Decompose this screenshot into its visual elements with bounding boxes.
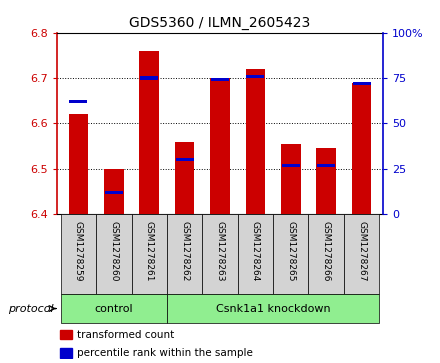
Bar <box>176 158 194 162</box>
Text: protocol: protocol <box>8 303 54 314</box>
Bar <box>211 78 229 82</box>
Bar <box>175 142 194 214</box>
Bar <box>246 75 264 78</box>
Text: Csnk1a1 knockdown: Csnk1a1 knockdown <box>216 303 330 314</box>
Bar <box>238 214 273 294</box>
Bar <box>316 148 336 214</box>
Bar <box>281 144 301 214</box>
Bar <box>70 100 88 103</box>
Bar <box>132 214 167 294</box>
Bar <box>273 214 308 294</box>
Bar <box>282 164 300 167</box>
Bar <box>61 214 96 294</box>
Bar <box>352 82 370 85</box>
Bar <box>210 78 230 214</box>
Text: GSM1278262: GSM1278262 <box>180 221 189 281</box>
Bar <box>344 214 379 294</box>
Bar <box>167 294 379 323</box>
Text: GSM1278259: GSM1278259 <box>74 221 83 281</box>
Bar <box>61 294 167 323</box>
Bar <box>140 76 158 79</box>
Bar <box>139 51 159 214</box>
Bar <box>105 191 123 194</box>
Text: GSM1278266: GSM1278266 <box>322 221 331 281</box>
Text: GSM1278260: GSM1278260 <box>109 221 118 281</box>
Bar <box>317 164 335 167</box>
Bar <box>69 114 88 214</box>
Text: GSM1278263: GSM1278263 <box>216 221 224 281</box>
Bar <box>308 214 344 294</box>
Text: GSM1278267: GSM1278267 <box>357 221 366 281</box>
Text: control: control <box>95 303 133 314</box>
Bar <box>246 69 265 214</box>
Text: percentile rank within the sample: percentile rank within the sample <box>77 348 253 358</box>
Bar <box>167 214 202 294</box>
Text: GSM1278265: GSM1278265 <box>286 221 295 281</box>
Text: GSM1278261: GSM1278261 <box>145 221 154 281</box>
Title: GDS5360 / ILMN_2605423: GDS5360 / ILMN_2605423 <box>129 16 311 30</box>
Bar <box>352 83 371 214</box>
Bar <box>96 214 132 294</box>
Bar <box>104 169 124 214</box>
Bar <box>60 348 72 358</box>
Text: transformed count: transformed count <box>77 330 174 340</box>
Bar <box>60 330 72 339</box>
Text: GSM1278264: GSM1278264 <box>251 221 260 281</box>
Bar <box>202 214 238 294</box>
